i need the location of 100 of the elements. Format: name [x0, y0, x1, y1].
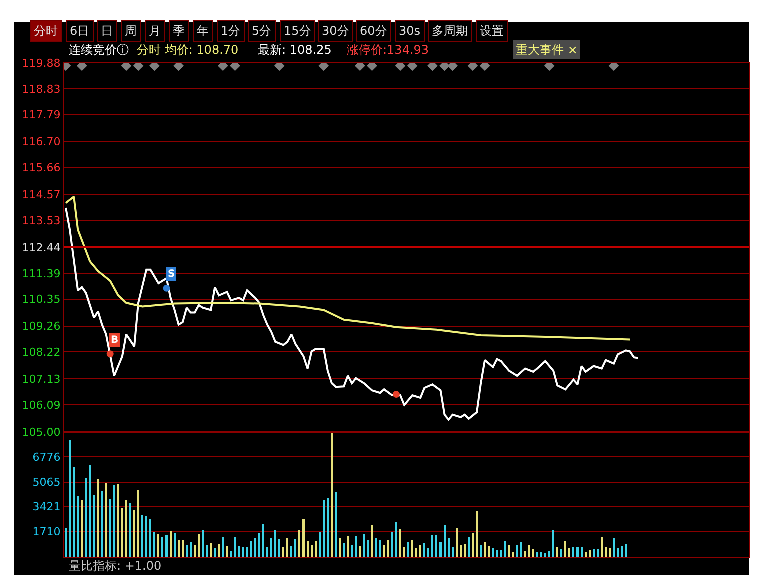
bar — [391, 532, 393, 557]
bar — [427, 548, 429, 557]
bar — [218, 544, 220, 557]
bar — [117, 484, 119, 557]
bar — [335, 492, 337, 557]
text: 周 — [125, 24, 137, 38]
bar — [395, 522, 397, 557]
bar — [266, 547, 268, 557]
bar — [258, 533, 260, 557]
bar — [298, 530, 300, 557]
y-tick-label: 109.26 — [22, 320, 61, 334]
bar — [411, 540, 413, 557]
bar — [464, 544, 466, 557]
y-tick-label: 5065 — [32, 476, 61, 490]
bar — [133, 510, 135, 557]
text: 最新: 108.25 — [258, 43, 332, 57]
bar — [174, 533, 176, 557]
text: 30s — [399, 24, 421, 38]
y-tick-label: 119.88 — [22, 56, 61, 70]
bar — [528, 545, 530, 557]
bar — [548, 551, 550, 557]
point — [392, 391, 400, 398]
bar — [468, 537, 470, 557]
bar — [625, 544, 627, 557]
text: 6日 — [70, 24, 90, 38]
bar — [552, 530, 554, 557]
y-tick-label: 107.13 — [22, 373, 61, 386]
bar — [157, 534, 159, 557]
bar — [242, 547, 244, 557]
bar — [560, 549, 562, 557]
y-tick-label: 114.57 — [22, 188, 61, 202]
bar — [161, 537, 163, 557]
bar — [294, 539, 296, 557]
bar — [456, 528, 458, 557]
bar — [431, 535, 433, 557]
bar — [419, 545, 421, 557]
bar — [572, 547, 574, 557]
text: 量比指标: +1.00 — [69, 559, 162, 573]
bar — [601, 537, 603, 557]
bar — [234, 537, 236, 557]
bar — [226, 546, 228, 557]
bar — [307, 541, 309, 557]
bar — [423, 543, 425, 557]
bar — [81, 500, 83, 557]
bar — [319, 532, 321, 557]
bar — [145, 516, 147, 557]
bar — [351, 545, 353, 557]
bar — [593, 549, 595, 557]
bar — [262, 524, 264, 557]
bar — [230, 551, 232, 557]
bar — [375, 538, 377, 557]
y-tick-label: 110.35 — [22, 293, 61, 306]
text: 1分 — [221, 24, 241, 38]
line-series — [65, 207, 640, 421]
bar — [472, 533, 474, 557]
bar — [274, 530, 276, 557]
bar — [153, 532, 155, 557]
text: 60分 — [360, 24, 388, 38]
bar — [613, 538, 615, 557]
bar — [198, 534, 200, 557]
bar — [512, 552, 514, 557]
y-tick-label: 117.79 — [22, 108, 61, 122]
y-tick-label: 113.53 — [22, 214, 61, 228]
bar — [278, 539, 280, 557]
bar — [315, 541, 317, 557]
bar — [585, 552, 587, 557]
bar — [516, 545, 518, 557]
text: 重大事件 × — [516, 43, 578, 57]
y-tick-label: 3421 — [32, 500, 61, 514]
y-tick-label: 112.44 — [22, 241, 61, 254]
bar — [109, 499, 111, 557]
bar — [194, 545, 196, 557]
bar — [564, 541, 566, 557]
bar — [121, 508, 123, 557]
bar — [323, 500, 325, 557]
text: 30分 — [322, 24, 350, 38]
bar — [367, 540, 369, 557]
text: 设置 — [480, 24, 504, 38]
bar — [214, 548, 216, 557]
text: 5分 — [252, 24, 272, 38]
bar — [85, 478, 87, 557]
bar — [355, 536, 357, 557]
bar — [73, 467, 75, 557]
bar — [371, 525, 373, 557]
y-tick-label: 118.83 — [22, 82, 61, 96]
text: 涨停价:134.93 — [347, 43, 430, 57]
bar — [69, 440, 71, 557]
bar — [460, 545, 462, 557]
bar — [597, 549, 599, 557]
bar — [254, 538, 256, 557]
y-tick-label: 108.22 — [22, 346, 61, 359]
bar — [125, 500, 127, 557]
bar — [170, 531, 172, 557]
bar — [407, 542, 409, 557]
bar — [238, 546, 240, 557]
bar — [347, 536, 349, 557]
bar — [508, 545, 510, 557]
bar — [581, 547, 583, 557]
bar — [605, 547, 607, 557]
bar — [524, 551, 526, 557]
